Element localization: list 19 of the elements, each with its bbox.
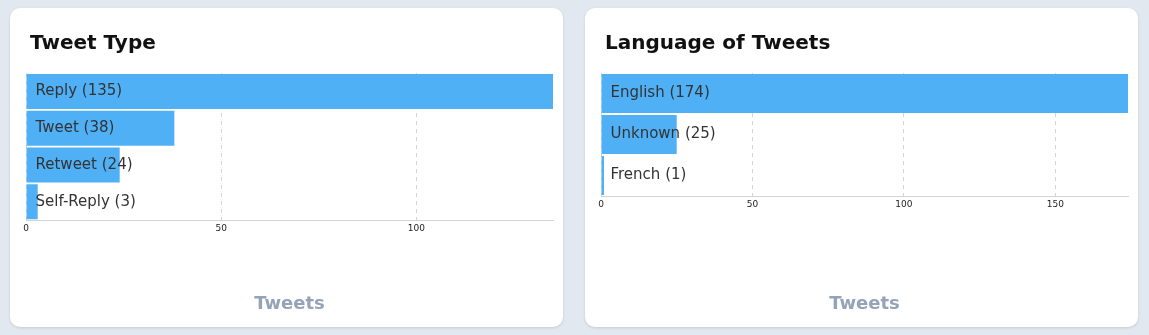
x-axis-title: Tweets bbox=[254, 291, 325, 313]
y-tick-label: Tweet (38) bbox=[34, 118, 115, 137]
y-tick-label: French (1) bbox=[610, 165, 687, 184]
y-tick-label: English (174) bbox=[610, 83, 710, 102]
x-tick-label: 100 bbox=[407, 222, 426, 233]
bar bbox=[26, 110, 175, 146]
x-tick-label: 0 bbox=[598, 198, 605, 209]
y-tick-label: Reply (135) bbox=[35, 81, 123, 100]
x-tick-label: 100 bbox=[895, 198, 913, 209]
x-axis-title: Tweets bbox=[829, 291, 900, 313]
bar bbox=[26, 184, 38, 220]
chart-title: Tweet Type bbox=[30, 30, 156, 54]
bar bbox=[601, 74, 1128, 113]
x-tick-label: 50 bbox=[215, 222, 228, 233]
bar bbox=[26, 73, 553, 109]
x-tick-label: 50 bbox=[746, 198, 759, 209]
x-tick-label: 0 bbox=[23, 222, 30, 233]
x-tick-label: 150 bbox=[1046, 198, 1065, 209]
chart-title: Language of Tweets bbox=[605, 30, 831, 54]
